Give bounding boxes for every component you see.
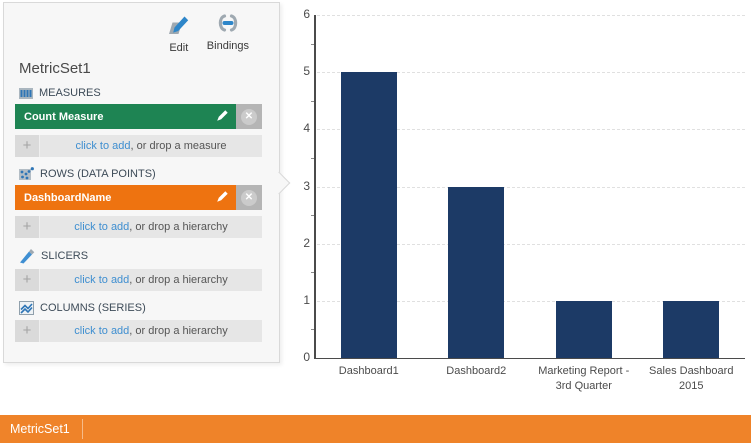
x-axis bbox=[314, 358, 745, 359]
click-to-add-link[interactable]: click to add bbox=[74, 221, 130, 233]
y-axis-label: 1 bbox=[303, 292, 310, 307]
panel-section-measures: MEASURES Count Measure ✕ + click to add, or … bbox=[4, 87, 279, 157]
add-field-text: click to add, or drop a measure bbox=[40, 135, 262, 157]
section-label: ROWS (DATA POINTS) bbox=[40, 167, 156, 180]
add-field-row: + click to add, or drop a hierarchy bbox=[15, 216, 262, 238]
y-axis-minor-tick bbox=[311, 43, 315, 45]
bindings-button-label: Bindings bbox=[206, 40, 249, 52]
add-field-row: + click to add, or drop a measure bbox=[15, 135, 262, 157]
edit-field-button[interactable] bbox=[208, 190, 236, 206]
gridline bbox=[317, 15, 745, 16]
gridline bbox=[317, 243, 745, 245]
y-axis-label: 6 bbox=[303, 7, 310, 21]
gridline bbox=[317, 300, 745, 302]
section-label: MEASURES bbox=[39, 87, 101, 99]
panel-toolbar: Edit Bindings bbox=[4, 3, 279, 54]
y-axis-minor-tick bbox=[311, 100, 315, 102]
plus-icon: + bbox=[22, 322, 32, 339]
add-field-row: + click to add, or drop a hierarchy bbox=[15, 320, 262, 342]
field-chip-body: DashboardName bbox=[15, 185, 236, 210]
field-chip-label: Count Measure bbox=[24, 110, 104, 123]
remove-icon: ✕ bbox=[241, 108, 257, 125]
chart-bar[interactable] bbox=[555, 300, 612, 358]
section-header: ROWS (DATA POINTS) bbox=[19, 167, 279, 180]
chart-bar[interactable] bbox=[448, 186, 505, 358]
gridline bbox=[317, 129, 745, 131]
gridline bbox=[317, 186, 745, 188]
y-axis-minor-tick bbox=[311, 329, 315, 331]
y-axis-minor-tick bbox=[311, 215, 315, 217]
add-button[interactable]: + bbox=[15, 269, 40, 291]
y-axis-label: 5 bbox=[303, 64, 310, 79]
section-header: MEASURES bbox=[19, 87, 279, 99]
plus-icon: + bbox=[22, 137, 32, 154]
click-to-add-link[interactable]: click to add bbox=[74, 274, 130, 286]
remove-field-button[interactable]: ✕ bbox=[236, 185, 262, 210]
add-field-hint: , or drop a hierarchy bbox=[129, 221, 228, 233]
add-field-text: click to add, or drop a hierarchy bbox=[40, 320, 262, 342]
y-axis bbox=[314, 15, 316, 358]
bindings-button[interactable]: Bindings bbox=[207, 13, 249, 54]
y-axis-minor-tick bbox=[311, 157, 315, 159]
slicers-icon bbox=[19, 248, 35, 264]
add-field-hint: , or drop a hierarchy bbox=[129, 325, 228, 337]
remove-icon: ✕ bbox=[241, 189, 257, 206]
rows-icon bbox=[19, 167, 34, 180]
section-label: SLICERS bbox=[41, 250, 89, 262]
field-chip[interactable]: Count Measure ✕ bbox=[15, 104, 262, 129]
x-axis-label: Marketing Report - 3rd Quarter bbox=[538, 365, 630, 393]
chart-bar[interactable] bbox=[663, 300, 720, 358]
panel-title: MetricSet1 bbox=[19, 60, 91, 77]
chart-bar[interactable] bbox=[340, 72, 397, 358]
panel-section-columns: COLUMNS (SERIES) + click to add, or drop a… bbox=[4, 301, 279, 342]
metric-set-bar-title: MetricSet1 bbox=[10, 422, 70, 436]
section-label: COLUMNS (SERIES) bbox=[40, 302, 146, 314]
click-to-add-link[interactable]: click to add bbox=[74, 325, 130, 337]
y-axis-label: 4 bbox=[303, 121, 310, 136]
edit-button-label: Edit bbox=[169, 42, 189, 54]
y-axis-label: 3 bbox=[303, 178, 310, 193]
add-button[interactable]: + bbox=[15, 216, 40, 238]
field-sections: MEASURES Count Measure ✕ + click to add, or … bbox=[4, 87, 279, 342]
add-field-hint: , or drop a hierarchy bbox=[129, 274, 228, 286]
field-chip[interactable]: DashboardName ✕ bbox=[15, 185, 262, 210]
plus-icon: + bbox=[22, 218, 32, 235]
bar-chart: 0 1 2 3 4 5 6 Dashboard1 Dashboard2 Marketing Rep… bbox=[300, 0, 751, 410]
edit-icon bbox=[167, 13, 191, 40]
edit-button[interactable]: Edit bbox=[167, 13, 191, 54]
x-axis-label: Sales Dashboard 2015 bbox=[649, 365, 734, 393]
x-axis-label: Dashboard2 bbox=[446, 365, 507, 377]
y-axis-minor-tick bbox=[311, 272, 315, 274]
columns-icon bbox=[19, 301, 34, 315]
plus-icon: + bbox=[22, 271, 32, 288]
y-axis-label: 0 bbox=[303, 350, 310, 364]
add-button[interactable]: + bbox=[15, 320, 40, 342]
add-field-row: + click to add, or drop a hierarchy bbox=[15, 269, 262, 291]
click-to-add-link[interactable]: click to add bbox=[75, 140, 131, 152]
x-axis-label: Dashboard1 bbox=[338, 365, 399, 377]
edit-field-button[interactable] bbox=[208, 109, 236, 125]
y-axis-label: 2 bbox=[303, 235, 310, 250]
section-header: SLICERS bbox=[19, 248, 279, 264]
gridline bbox=[317, 72, 745, 74]
add-field-hint: , or drop a measure bbox=[130, 140, 227, 152]
section-header: COLUMNS (SERIES) bbox=[19, 301, 279, 315]
add-field-text: click to add, or drop a hierarchy bbox=[40, 216, 262, 238]
add-field-text: click to add, or drop a hierarchy bbox=[40, 269, 262, 291]
separator bbox=[81, 419, 83, 439]
metric-set-panel: Edit Bindings MetricSet1 MEASURES Count M… bbox=[3, 2, 291, 363]
pencil-icon bbox=[216, 109, 229, 125]
field-chip-body: Count Measure bbox=[15, 104, 236, 129]
field-chip-label: DashboardName bbox=[24, 191, 112, 204]
bindings-icon bbox=[215, 13, 241, 38]
panel-section-slicers: SLICERS + click to add, or drop a hierarch… bbox=[4, 248, 279, 291]
measures-icon bbox=[19, 87, 33, 99]
remove-field-button[interactable]: ✕ bbox=[236, 104, 262, 129]
add-button[interactable]: + bbox=[15, 135, 40, 157]
pencil-icon bbox=[216, 190, 229, 206]
metric-set-bar[interactable]: MetricSet1 bbox=[0, 415, 751, 443]
panel-section-rows: ROWS (DATA POINTS) DashboardName ✕ + click t… bbox=[4, 167, 279, 238]
